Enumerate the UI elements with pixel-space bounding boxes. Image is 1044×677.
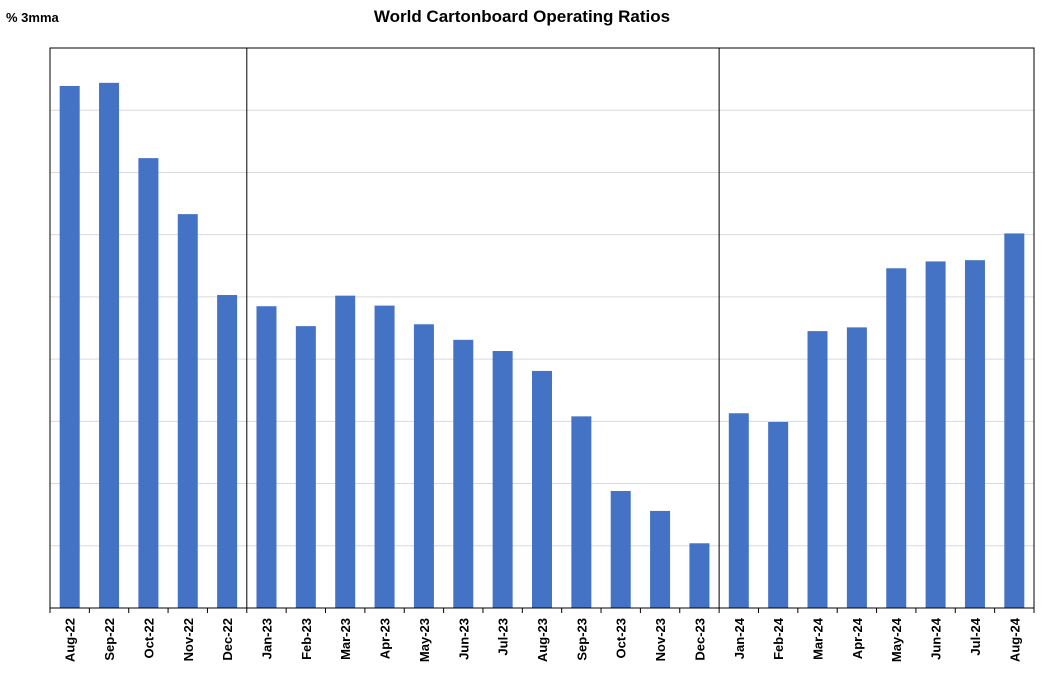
x-tick-label: Jun-24 [929,617,944,660]
bar-Sep-22 [99,82,120,609]
bar-May-24 [886,268,907,608]
x-tick-label: May-23 [417,618,432,662]
x-tick-label: Apr-24 [850,617,865,659]
x-tick-label: Jun-23 [456,618,471,660]
x-tick-label: Mar-24 [811,617,826,660]
x-tick-label: Feb-23 [299,618,314,660]
bar-Aug-24 [1004,233,1025,608]
x-axis-ticks [49,608,1035,613]
x-tick-label: Dec-22 [220,618,235,661]
x-tick-label: Jan-24 [732,617,747,659]
bar-Feb-23 [295,326,316,608]
bar-Apr-23 [374,305,395,608]
bar-Aug-22 [59,85,80,608]
x-tick-label: Aug-23 [535,618,550,662]
bar-Apr-24 [846,327,867,608]
x-tick-label: May-24 [889,617,904,662]
x-tick-label: Mar-23 [338,618,353,660]
bar-Dec-22 [217,295,238,608]
x-tick-label: Jan-23 [259,618,274,659]
bar-May-23 [413,324,434,608]
x-tick-label: Nov-23 [653,618,668,661]
bar-Jan-24 [728,413,749,608]
bar-Dec-23 [689,543,710,608]
year-dividers [246,48,720,608]
bar-Oct-22 [138,158,159,608]
bar-Feb-24 [768,421,789,608]
x-tick-label: Jul-24 [968,617,983,655]
plot-frame [49,47,1035,609]
bar-Sep-23 [571,416,592,608]
bar-Nov-23 [650,510,671,608]
bar-Jul-24 [964,260,985,608]
bar-Jun-23 [453,339,474,608]
y-unit-label: % 3mma [6,10,60,25]
bar-Aug-23 [532,370,552,608]
x-tick-label: Jul-23 [496,618,511,656]
x-tick-label: Dec-23 [692,618,707,661]
x-tick-label: Apr-23 [378,618,393,659]
bar-Nov-22 [177,214,198,608]
x-tick-label: Feb-24 [771,617,786,660]
x-tick-label: Sep-22 [102,618,117,661]
x-tick-label: Aug-24 [1007,617,1022,662]
bar-Mar-23 [335,295,356,608]
x-tick-label: Oct-22 [141,618,156,658]
bars [59,82,1025,609]
bar-Mar-24 [807,331,828,608]
x-axis-labels: Aug-22 Sep-22 Oct-22 Nov-22 Dec-22 Jan-23 Feb-… [63,617,1023,662]
bar-Jun-24 [925,261,946,608]
x-tick-label: Sep-23 [574,618,589,661]
bar-Jan-23 [256,306,277,608]
bar-Oct-23 [610,491,631,608]
x-tick-label: Oct-23 [614,618,629,658]
x-tick-label: Nov-22 [181,618,196,661]
bar-Jul-23 [492,351,513,608]
chart-title: World Cartonboard Operating Ratios [374,7,670,26]
x-tick-label: Aug-22 [63,618,78,662]
